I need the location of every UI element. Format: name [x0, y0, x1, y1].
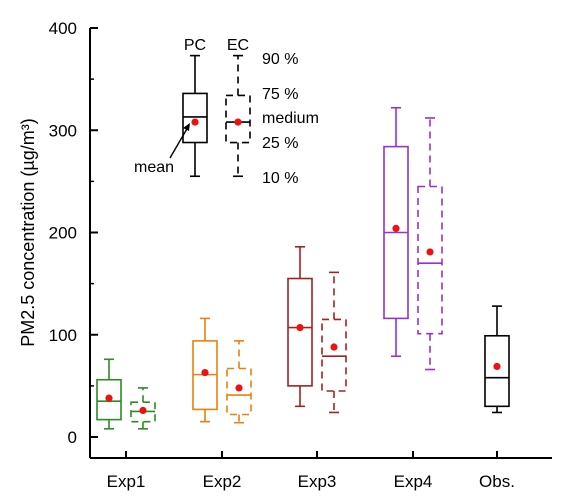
- exp4-pc-mean-point: [392, 225, 399, 232]
- exp4-ec-mean-point: [426, 248, 433, 255]
- y-tick-label: 0: [68, 428, 77, 447]
- y-tick-label: 300: [49, 121, 77, 140]
- legend-mean-label: mean: [134, 159, 174, 176]
- exp1-ec-mean-point: [139, 407, 146, 414]
- legend-p10-label: 10 %: [262, 170, 298, 187]
- exp3-pc-box: [288, 279, 312, 386]
- exp3-ec-mean-point: [330, 343, 337, 350]
- exp3-pc-mean-point: [296, 324, 303, 331]
- legend: PC EC 90 % 75 % medium 25 % 10 % mean: [134, 37, 319, 187]
- x-tick-label: Obs.: [479, 472, 515, 491]
- legend-pc-label: PC: [184, 37, 206, 54]
- exp3-ec-box: [322, 319, 346, 391]
- y-tick-label: 200: [49, 224, 77, 243]
- boxes: [97, 108, 509, 429]
- legend-p75-label: 75 %: [262, 86, 298, 103]
- exp1-pc-mean-point: [105, 395, 112, 402]
- y-tick-label: 100: [49, 326, 77, 345]
- exp2-pc-mean-point: [201, 369, 208, 376]
- x-tick-label: Exp2: [203, 472, 242, 491]
- legend-ec-mean-point: [234, 118, 241, 125]
- legend-p25-label: 25 %: [262, 135, 298, 152]
- y-tick-label: 400: [49, 19, 77, 38]
- x-tick-label: Exp3: [298, 472, 337, 491]
- legend-ec-label: EC: [227, 37, 249, 54]
- obs-pc-box: [485, 336, 509, 407]
- legend-pc-box: [183, 93, 207, 142]
- exp2-ec-mean-point: [235, 384, 242, 391]
- legend-pc-mean-point: [191, 118, 198, 125]
- x-tick-label: Exp4: [394, 472, 433, 491]
- exp4-ec-box: [418, 186, 442, 333]
- obs-pc-mean-point: [493, 363, 500, 370]
- y-axis-label: PM2.5 concentration (µg/m³): [18, 118, 38, 346]
- legend-p90-label: 90 %: [262, 51, 298, 68]
- x-tick-label: Exp1: [107, 472, 146, 491]
- legend-median-label: medium: [262, 110, 319, 127]
